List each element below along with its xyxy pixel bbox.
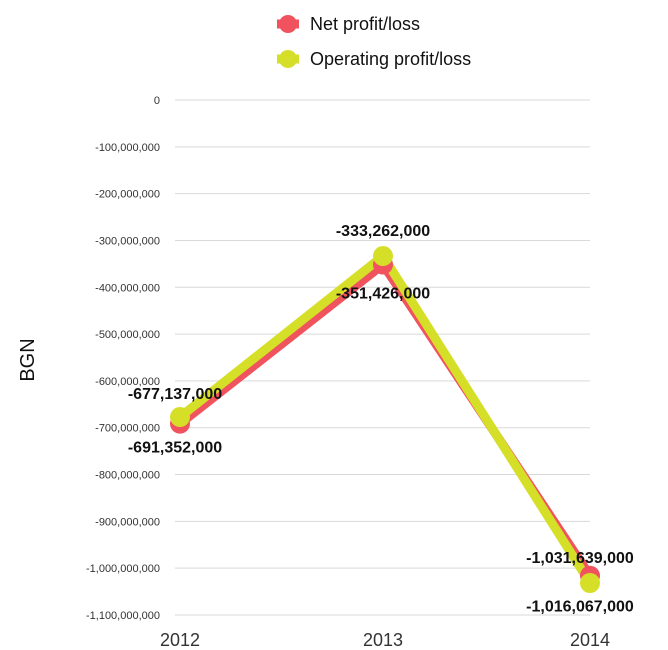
y-tick-label: -300,000,000 [95,235,160,247]
x-tick-label: 2014 [570,630,610,650]
y-tick-label: -200,000,000 [95,189,160,201]
legend-swatch-marker [279,50,297,68]
data-label: -691,352,000 [128,440,222,457]
y-axis-title: BGN [17,338,39,381]
y-tick-label: -400,000,000 [95,282,160,294]
y-axis-ticks: 0 -100,000,000 -200,000,000 -300,000,000 -40… [86,95,160,622]
series-line [175,260,595,581]
gridlines [175,99,590,616]
y-tick-label: -600,000,000 [95,376,160,388]
legend-label: Operating profit/loss [310,49,471,69]
data-point [170,407,190,428]
series-line [175,251,595,588]
y-tick-label: -700,000,000 [95,423,160,435]
data-label: -1,031,639,000 [526,550,634,567]
data-label: -677,137,000 [128,386,222,403]
data-label: -333,262,000 [336,223,430,240]
y-tick-label: 0 [154,95,160,107]
x-tick-label: 2013 [363,630,403,650]
y-tick-label: -900,000,000 [95,516,160,528]
data-label: -351,426,000 [336,286,430,303]
legend: Net profit/loss Operating profit/loss [277,14,471,69]
legend-label: Net profit/loss [310,14,420,34]
data-point [580,572,600,593]
legend-swatch-marker [279,15,297,33]
series-group [170,246,600,593]
y-tick-label: -500,000,000 [95,329,160,341]
data-labels-group: -691,352,000 -351,426,000 -1,016,067,000 -6… [128,223,634,616]
x-axis-ticks: 2012 2013 2014 [160,630,610,650]
data-point [373,246,393,267]
y-tick-label: -800,000,000 [95,470,160,482]
y-tick-label: -1,100,000,000 [86,610,160,622]
x-tick-label: 2012 [160,630,200,650]
y-tick-label: -1,000,000,000 [86,563,160,575]
data-label: -1,016,067,000 [526,599,634,616]
y-tick-label: -100,000,000 [95,142,160,154]
